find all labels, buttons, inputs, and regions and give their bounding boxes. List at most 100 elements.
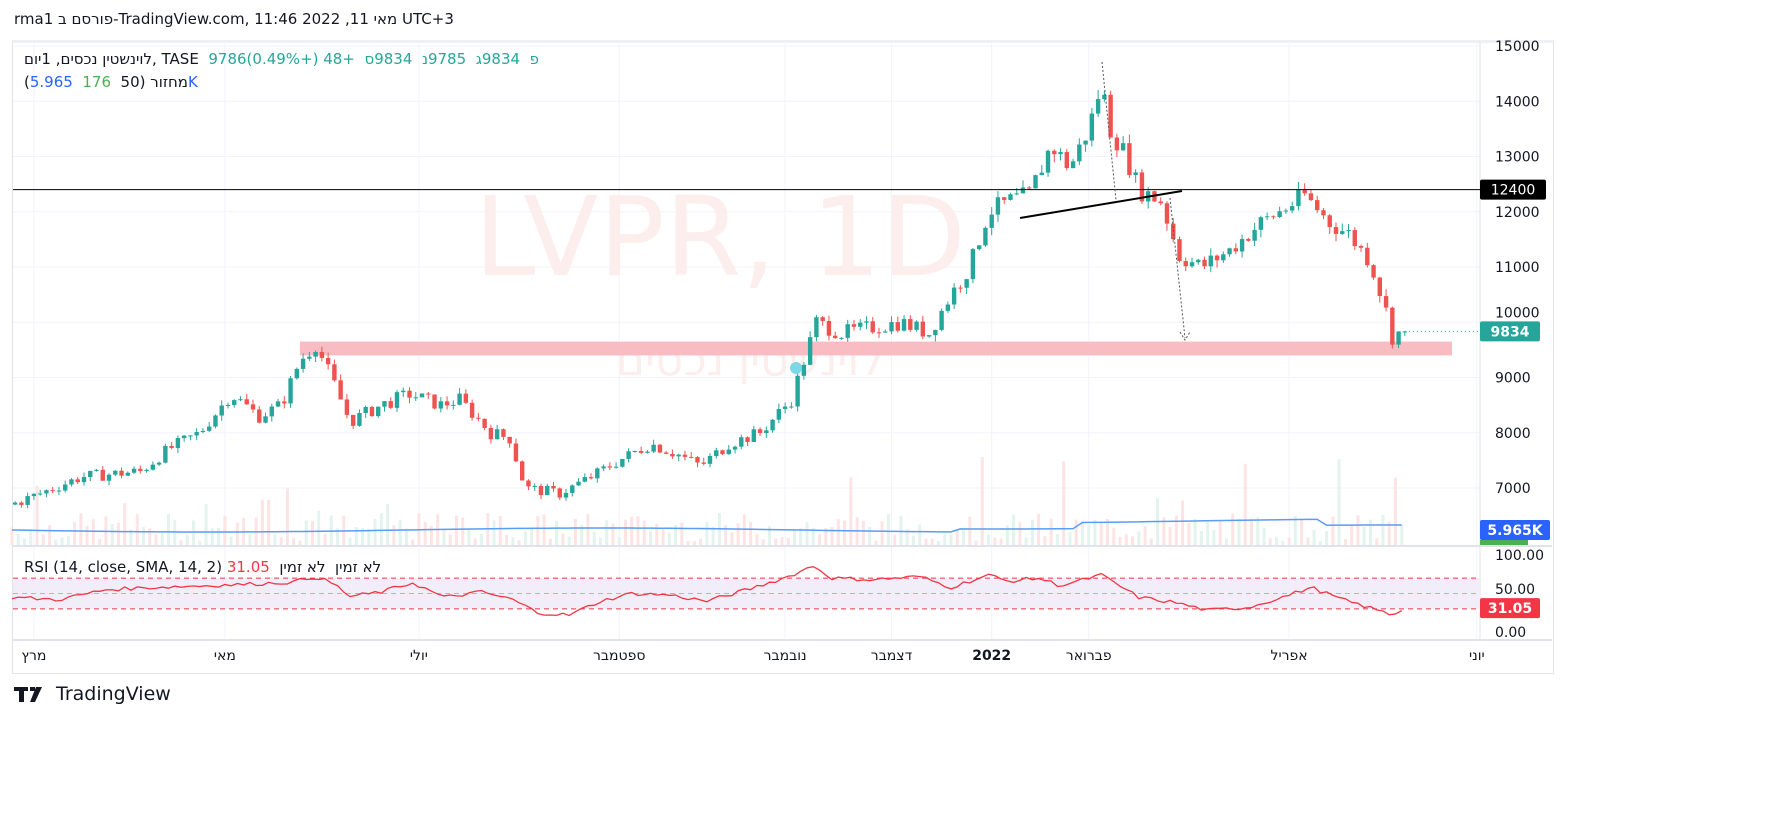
candle-body bbox=[325, 357, 331, 365]
price-tick-label: 13000 bbox=[1495, 150, 1540, 166]
candle-body bbox=[701, 462, 706, 464]
candle-body bbox=[250, 404, 256, 410]
volume-bar bbox=[736, 523, 740, 545]
candle-body bbox=[232, 400, 237, 405]
volume-bar bbox=[1137, 531, 1141, 545]
volume-bar bbox=[636, 516, 640, 545]
candle-body bbox=[1158, 201, 1163, 204]
candle-body bbox=[1252, 229, 1257, 241]
candle-body bbox=[1289, 206, 1295, 211]
candle-body bbox=[1008, 194, 1013, 200]
candle-body bbox=[883, 331, 888, 333]
candle-body bbox=[451, 404, 456, 406]
volume-bar bbox=[48, 525, 52, 545]
volume-bar bbox=[392, 525, 396, 545]
volume-bar bbox=[1231, 513, 1235, 545]
time-tick-label: נובמבר bbox=[764, 648, 807, 664]
candle-body bbox=[88, 470, 93, 478]
volume-bar bbox=[1325, 531, 1329, 545]
volume-bar bbox=[123, 503, 127, 545]
volume-bar bbox=[1049, 518, 1053, 545]
candle-body bbox=[757, 429, 763, 434]
volume-bar bbox=[373, 518, 377, 545]
volume-bar bbox=[880, 521, 884, 545]
volume-bar bbox=[930, 538, 934, 545]
candle-body bbox=[156, 462, 162, 465]
volume-bar bbox=[310, 520, 314, 545]
volume-bar bbox=[204, 503, 208, 545]
volume-bar bbox=[1300, 519, 1304, 545]
volume-bar bbox=[730, 532, 734, 545]
tradingview-logo[interactable]: TradingView bbox=[14, 683, 171, 705]
candle-body bbox=[732, 446, 738, 450]
volume-bar bbox=[999, 538, 1003, 545]
volume-bar bbox=[229, 536, 233, 545]
volume-bar bbox=[1331, 516, 1335, 545]
candle-body bbox=[150, 464, 156, 470]
volume-bar bbox=[442, 530, 446, 545]
candle-body bbox=[313, 352, 318, 357]
volume-bar bbox=[41, 534, 45, 545]
volume-bar bbox=[1318, 540, 1322, 545]
candle-body bbox=[119, 470, 124, 476]
volume-bar bbox=[755, 534, 759, 545]
volume-bar bbox=[592, 531, 596, 545]
published-caption: rma1 פורסם ב-TradingView.com, 11:46 2022… bbox=[14, 10, 454, 28]
candle-body bbox=[545, 485, 550, 496]
volume-bar bbox=[611, 523, 615, 545]
volume-bar bbox=[567, 536, 571, 545]
candle-body bbox=[945, 304, 951, 311]
volume-tag bbox=[1480, 540, 1528, 545]
volume-bar bbox=[1131, 536, 1135, 545]
candle-body bbox=[532, 485, 537, 487]
candle-body bbox=[914, 321, 919, 330]
candle-body bbox=[1095, 99, 1101, 114]
volume-bar bbox=[135, 514, 139, 545]
volume-bar bbox=[630, 516, 634, 545]
volume-bar bbox=[185, 534, 189, 545]
volume-bar bbox=[16, 534, 20, 545]
volume-bar bbox=[1187, 523, 1191, 545]
volume-bar bbox=[1356, 515, 1360, 545]
rsi-value-tag bbox=[1480, 598, 1540, 619]
candle-body bbox=[570, 485, 575, 493]
volume-bar bbox=[1162, 517, 1166, 545]
time-tick-label: דצמבר bbox=[871, 648, 913, 664]
volume-bar bbox=[348, 537, 352, 545]
candle-body bbox=[889, 322, 894, 332]
candle-body bbox=[657, 444, 663, 453]
candle-body bbox=[319, 352, 325, 358]
candle-body bbox=[69, 479, 74, 485]
candle-body bbox=[37, 493, 43, 495]
volume-bar bbox=[116, 522, 120, 545]
candle-body bbox=[106, 474, 112, 481]
volume-bar bbox=[298, 540, 302, 545]
candle-body bbox=[1383, 296, 1389, 308]
volume-bar bbox=[1368, 519, 1372, 545]
candle-body bbox=[476, 417, 481, 419]
candle-body bbox=[169, 445, 174, 448]
time-tick-label: יוני bbox=[1469, 648, 1485, 664]
candle-body bbox=[976, 245, 982, 250]
candle-body bbox=[682, 454, 688, 457]
volume-bar bbox=[667, 532, 671, 545]
volume-bar bbox=[974, 540, 978, 545]
candle-body bbox=[50, 490, 55, 492]
candle-body bbox=[707, 456, 713, 464]
volume-bar bbox=[273, 534, 277, 545]
marker-circle bbox=[790, 362, 802, 374]
volume-bar bbox=[793, 529, 796, 545]
volume-bar bbox=[1206, 519, 1210, 545]
symbol-name: לוינשטין נכסים, 1יום, TASE bbox=[24, 50, 199, 68]
candle-body bbox=[582, 477, 587, 482]
candle-body bbox=[1221, 254, 1226, 261]
volume-bar bbox=[899, 515, 903, 545]
volume-bar bbox=[1393, 477, 1397, 545]
volume-bar bbox=[774, 538, 778, 545]
close-value: 9834ס bbox=[364, 50, 413, 68]
volume-bar bbox=[868, 527, 872, 545]
candle-body bbox=[745, 437, 750, 442]
candle-body bbox=[257, 409, 262, 423]
volume-bar bbox=[911, 536, 915, 545]
